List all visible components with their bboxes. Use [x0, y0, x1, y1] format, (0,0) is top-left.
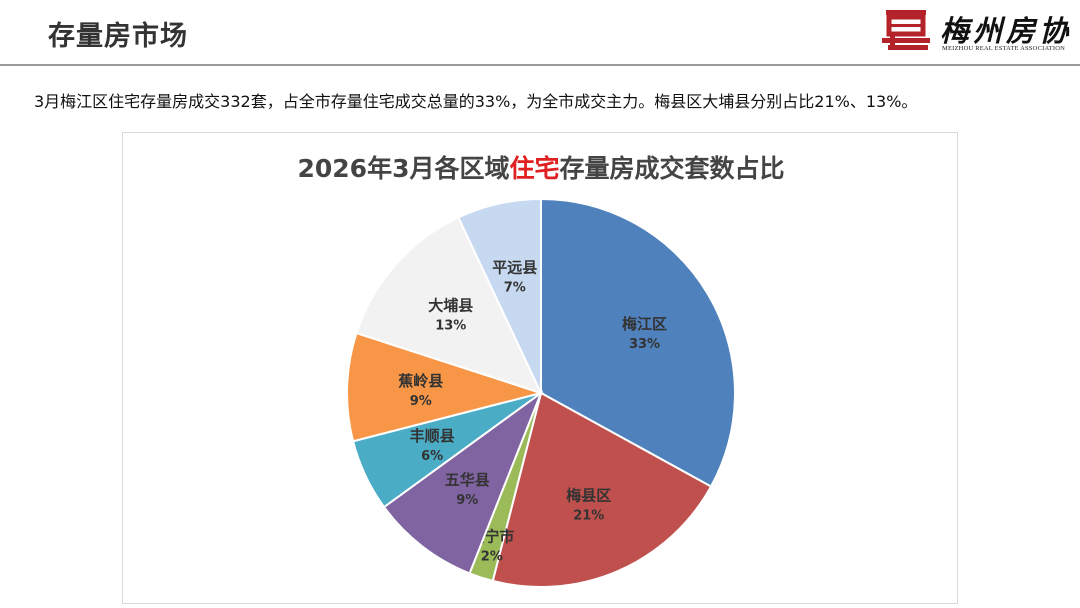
logo-name: 梅州房协 — [940, 14, 1073, 48]
slice-value-label: 7% — [504, 281, 526, 296]
slice-value-label: 2% — [481, 549, 503, 564]
slice-value-label: 9% — [410, 394, 432, 409]
pie-slice — [382, 390, 544, 575]
logo-subtitle: MEIZHOU REAL ESTATE ASSOCIATION — [942, 45, 1065, 52]
page-header: 存量房市场 昆 梅州房协 MEIZHOU REAL ESTATE ASSOCIA… — [0, 0, 1080, 66]
logo-mark-icon: 昆 — [882, 10, 930, 50]
header-divider — [0, 64, 1080, 66]
chart-title: 2026年3月各区域住宅存量房成交套数占比 — [123, 149, 959, 185]
pie-slice — [346, 331, 545, 443]
chart-title-highlight: 住宅 — [509, 154, 560, 183]
slice-value-label: 21% — [573, 508, 604, 523]
pie-slice — [491, 391, 713, 588]
slice-label: 平远县 — [492, 259, 537, 277]
slice-value-label: 6% — [421, 449, 443, 464]
page-title: 存量房市场 — [48, 21, 188, 52]
slice-value-label: 33% — [629, 337, 660, 352]
slice-label: 梅江区 — [622, 315, 667, 333]
pie-slice — [355, 216, 543, 395]
slice-value-label: 13% — [435, 318, 466, 333]
chart-title-part-1: 2026年3月各区域 — [297, 154, 510, 183]
slice-label: 梅县区 — [566, 486, 611, 504]
pie-chart: 梅江区33%梅县区21%兴宁市2%五华县9%丰顺县6%蕉岭县9%大埔县13%平远… — [346, 197, 736, 588]
slice-label: 五华县 — [445, 471, 490, 489]
pie-slice — [457, 197, 542, 394]
summary-text: 3月梅江区住宅存量房成交332套，占全市存量住宅成交总量的33%，为全市成交主力… — [34, 92, 918, 111]
slice-value-label: 9% — [456, 493, 478, 508]
association-logo: 昆 梅州房协 MEIZHOU REAL ESTATE ASSOCIATION — [880, 6, 1075, 56]
chart-title-part-2: 存量房成交套数占比 — [559, 154, 785, 183]
pie-slice — [540, 197, 736, 488]
slice-label: 蕉岭县 — [398, 372, 443, 390]
chart-container: 2026年3月各区域住宅存量房成交套数占比 梅江区 33% 梅县区 21% 兴宁市 2% 五… — [122, 132, 958, 604]
slice-label: 大埔县 — [428, 296, 473, 314]
slice-label: 丰顺县 — [410, 427, 455, 445]
